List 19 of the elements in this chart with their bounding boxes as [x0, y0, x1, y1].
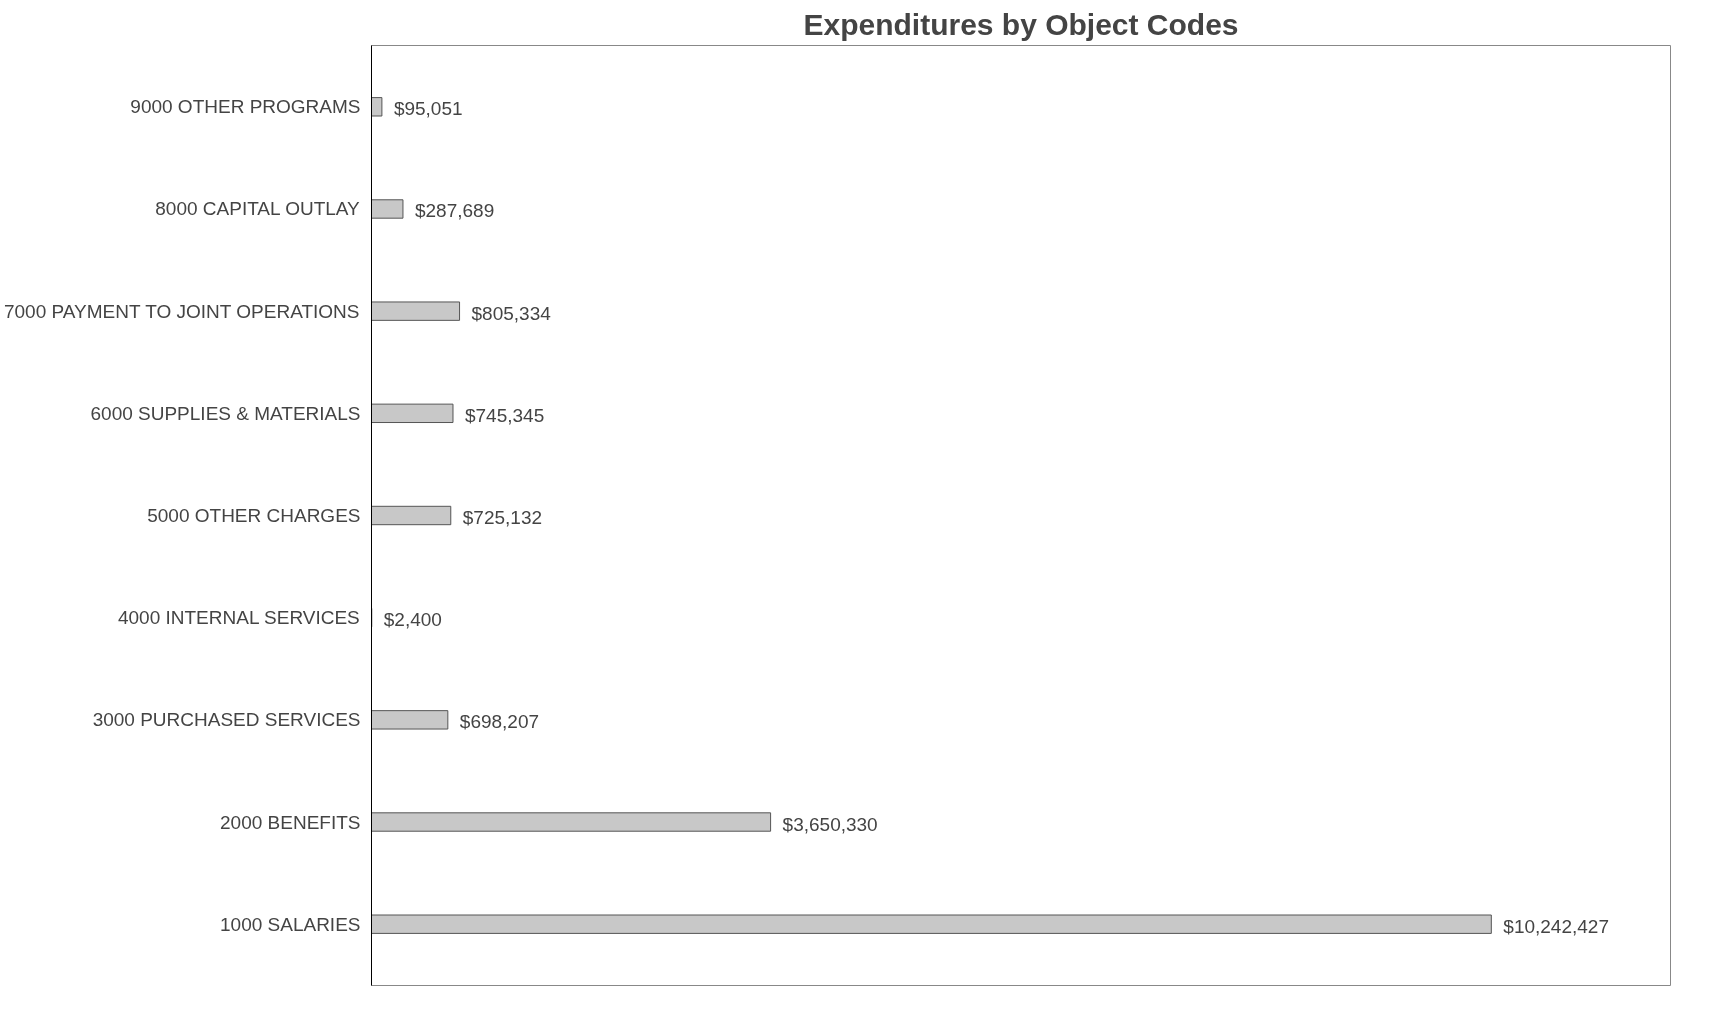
data-label: $95,051 [393, 98, 463, 120]
y-tick-label: 2000 BENEFITS [220, 811, 361, 833]
data-label: $698,207 [459, 711, 540, 733]
data-label: $2,400 [383, 609, 442, 631]
data-label: $805,334 [471, 302, 552, 324]
y-tick-label: 6000 SUPPLIES & MATERIALS [90, 402, 361, 424]
y-tick-label: 4000 INTERNAL SERVICES [117, 607, 360, 629]
data-label: $725,132 [462, 507, 543, 528]
y-tick-label: 9000 OTHER PROGRAMS [130, 96, 361, 118]
data-label: $745,345 [464, 404, 545, 426]
y-tick-label: 3000 PURCHASED SERVICES [92, 709, 361, 731]
data-label: $287,689 [414, 200, 495, 222]
data-label: $3,650,330 [782, 813, 878, 835]
y-tick-label: 7000 PAYMENT TO JOINT OPERATIONS [4, 300, 360, 322]
y-tick-label: 5000 OTHER CHARGES [147, 505, 361, 526]
y-tick-label: 1000 SALARIES [220, 913, 361, 935]
y-tick-label: 8000 CAPITAL OUTLAY [155, 198, 361, 220]
data-label: $10,242,427 [1503, 915, 1609, 937]
chart-title: Expenditures by Object Codes [803, 7, 1239, 41]
